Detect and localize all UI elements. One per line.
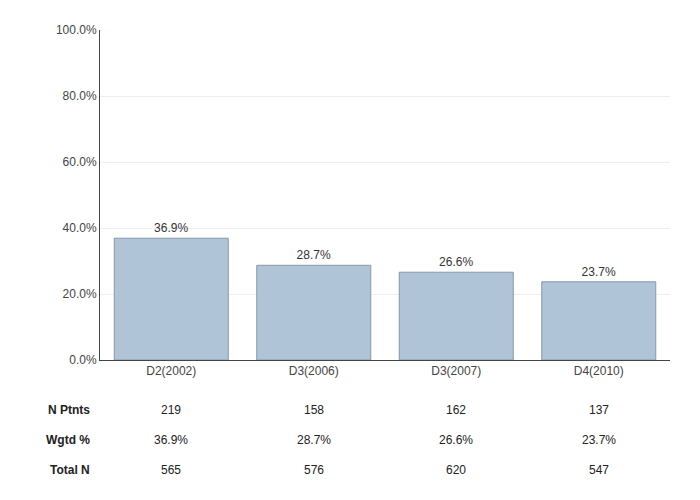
svg-text:565: 565: [161, 463, 181, 477]
svg-text:162: 162: [446, 403, 466, 417]
svg-text:100.0%: 100.0%: [56, 23, 97, 37]
svg-text:D2(2002): D2(2002): [146, 364, 196, 378]
svg-text:D3(2007): D3(2007): [431, 364, 481, 378]
svg-text:Wgtd %: Wgtd %: [46, 433, 90, 447]
svg-text:D4(2010): D4(2010): [574, 364, 624, 378]
svg-text:N Ptnts: N Ptnts: [48, 403, 90, 417]
svg-text:576: 576: [304, 463, 324, 477]
svg-text:D3(2006): D3(2006): [289, 364, 339, 378]
svg-text:23.7%: 23.7%: [582, 265, 616, 279]
svg-text:158: 158: [304, 403, 324, 417]
svg-text:137: 137: [589, 403, 609, 417]
svg-text:26.6%: 26.6%: [439, 255, 473, 269]
svg-text:36.9%: 36.9%: [154, 433, 188, 447]
svg-text:28.7%: 28.7%: [297, 248, 331, 262]
svg-text:620: 620: [446, 463, 466, 477]
svg-text:547: 547: [589, 463, 609, 477]
svg-text:219: 219: [161, 403, 181, 417]
svg-text:Total N: Total N: [50, 463, 90, 477]
svg-text:36.9%: 36.9%: [154, 221, 188, 235]
svg-text:26.6%: 26.6%: [439, 433, 473, 447]
svg-text:80.0%: 80.0%: [63, 89, 97, 103]
svg-text:23.7%: 23.7%: [582, 433, 616, 447]
svg-text:20.0%: 20.0%: [63, 287, 97, 301]
svg-text:0.0%: 0.0%: [69, 353, 97, 367]
svg-text:40.0%: 40.0%: [63, 221, 97, 235]
svg-text:28.7%: 28.7%: [297, 433, 331, 447]
svg-text:60.0%: 60.0%: [63, 155, 97, 169]
